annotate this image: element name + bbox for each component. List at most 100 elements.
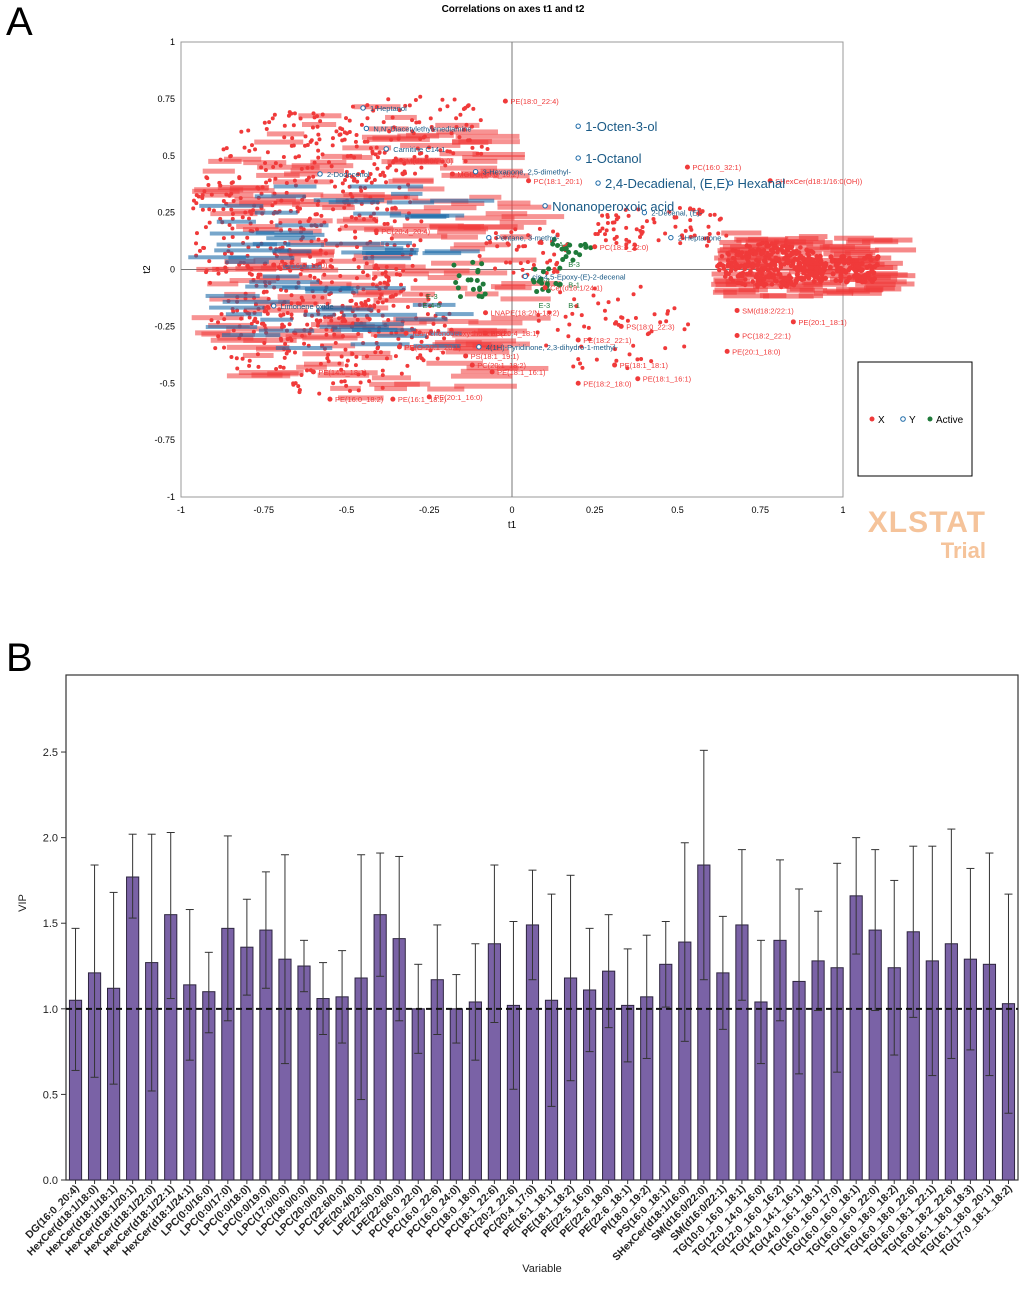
x-label-texture xyxy=(452,138,492,144)
x-label-texture xyxy=(472,151,525,157)
x-variable-point xyxy=(440,97,445,102)
x-label-texture xyxy=(192,188,240,194)
x-label-texture xyxy=(852,260,903,266)
x-label-texture xyxy=(279,252,334,258)
y-label-texture xyxy=(245,284,301,289)
x-variable-point xyxy=(227,223,232,228)
x-variable-point-cloud xyxy=(188,94,917,401)
x-variable-point xyxy=(417,120,422,125)
y-label-texture xyxy=(225,259,269,264)
x-label-texture xyxy=(217,335,254,341)
x-variable-point xyxy=(624,237,629,242)
x-variable-label: PE(20:1_18:0) xyxy=(732,347,781,356)
x-label-texture xyxy=(496,365,549,371)
x-variable-point xyxy=(419,339,424,344)
y-label-texture xyxy=(258,328,315,333)
correlation-scatter-chart: Correlations on axes t1 and t2 -1 -0.75 -0.… xyxy=(142,4,973,531)
x-label-texture xyxy=(497,200,531,206)
x-variable-point xyxy=(247,358,252,363)
y-variable-label: 1-Heptanol xyxy=(370,104,407,113)
x-variable-point xyxy=(631,343,636,348)
y-variable-label: 3-Hexanone, 2,5-dimethyl- xyxy=(483,168,572,177)
x-variable-point xyxy=(372,162,377,167)
x-label-texture xyxy=(464,291,499,297)
active-point xyxy=(456,273,462,279)
x-variable-point xyxy=(247,363,252,368)
x-variable-point xyxy=(353,139,358,144)
x-variable-point xyxy=(606,300,611,305)
x-label-texture xyxy=(734,236,769,242)
x-label-texture xyxy=(406,132,454,138)
x-label-texture xyxy=(785,251,822,257)
active-label: E-3 xyxy=(426,292,438,301)
x-label-texture xyxy=(369,381,420,387)
x-variable-point xyxy=(405,304,410,309)
x-variable-point xyxy=(310,369,316,375)
x-variable-point xyxy=(810,258,816,264)
y-label-texture xyxy=(209,231,275,236)
x-variable-point xyxy=(767,178,773,184)
x-variable-point xyxy=(344,174,349,179)
x-variable-point xyxy=(678,241,683,246)
x-label-texture xyxy=(491,315,551,321)
x-label-texture xyxy=(822,288,870,294)
y-label-texture xyxy=(389,213,465,218)
y-variable-point xyxy=(383,146,389,152)
x-label-texture xyxy=(834,235,874,241)
x-label-texture xyxy=(723,293,770,299)
x-variable-point xyxy=(603,238,608,243)
x-variable-point xyxy=(338,132,343,137)
y-variable-point xyxy=(360,105,366,111)
x-label-texture xyxy=(302,335,358,341)
x-label-texture xyxy=(493,173,530,179)
x-label-texture xyxy=(435,122,480,128)
x-label-texture xyxy=(830,247,879,253)
y-variable-label: 2-Heptanone xyxy=(678,234,721,243)
y-label-texture xyxy=(222,299,290,304)
x-variable-point xyxy=(242,145,247,150)
x-variable-point xyxy=(804,259,810,265)
x-variable-point xyxy=(239,129,244,134)
x-label-texture xyxy=(381,159,438,165)
x-variable-point xyxy=(316,148,321,153)
x-variable-point xyxy=(216,271,221,276)
x-variable-point xyxy=(578,361,583,366)
x-variable-point xyxy=(563,314,568,319)
y-variable-point xyxy=(595,180,601,186)
y-variable-point xyxy=(575,155,581,161)
x-label-texture xyxy=(371,375,411,381)
x-label-texture xyxy=(296,364,327,370)
x-label-texture xyxy=(402,291,435,297)
active-point xyxy=(538,276,544,282)
active-point xyxy=(474,278,480,284)
x-variable-point xyxy=(366,298,371,303)
x-variable-point xyxy=(470,145,475,150)
vip-bar xyxy=(297,965,311,1181)
y-variable-label: 1-Octen-3-ol xyxy=(585,119,657,134)
x-variable-point xyxy=(278,364,283,369)
active-point xyxy=(540,269,546,275)
x-variable-point xyxy=(217,180,222,185)
x-variable-point xyxy=(687,207,692,212)
x-label-texture xyxy=(361,355,393,361)
x-variable-point xyxy=(271,262,277,268)
x-variable-point xyxy=(221,147,226,152)
x-variable-point xyxy=(806,275,812,281)
x-variable-point xyxy=(338,126,343,131)
x-variable-point xyxy=(635,357,640,362)
active-point xyxy=(573,250,579,256)
x-label-texture xyxy=(322,205,355,211)
x-label-texture xyxy=(865,271,898,277)
x-variable-point xyxy=(222,345,227,350)
x-variable-point xyxy=(466,103,471,108)
x-label-texture xyxy=(303,361,344,367)
x-variable-point xyxy=(314,141,319,146)
x-variable-point xyxy=(614,358,619,363)
x-variable-point xyxy=(479,144,484,149)
x-variable-point xyxy=(369,180,374,185)
x-variable-point xyxy=(291,123,296,128)
x-variable-point xyxy=(575,337,581,343)
x-variable-label: PE(16:0_18:2) xyxy=(335,395,384,404)
active-point xyxy=(578,242,584,248)
x-variable-point xyxy=(614,217,619,222)
